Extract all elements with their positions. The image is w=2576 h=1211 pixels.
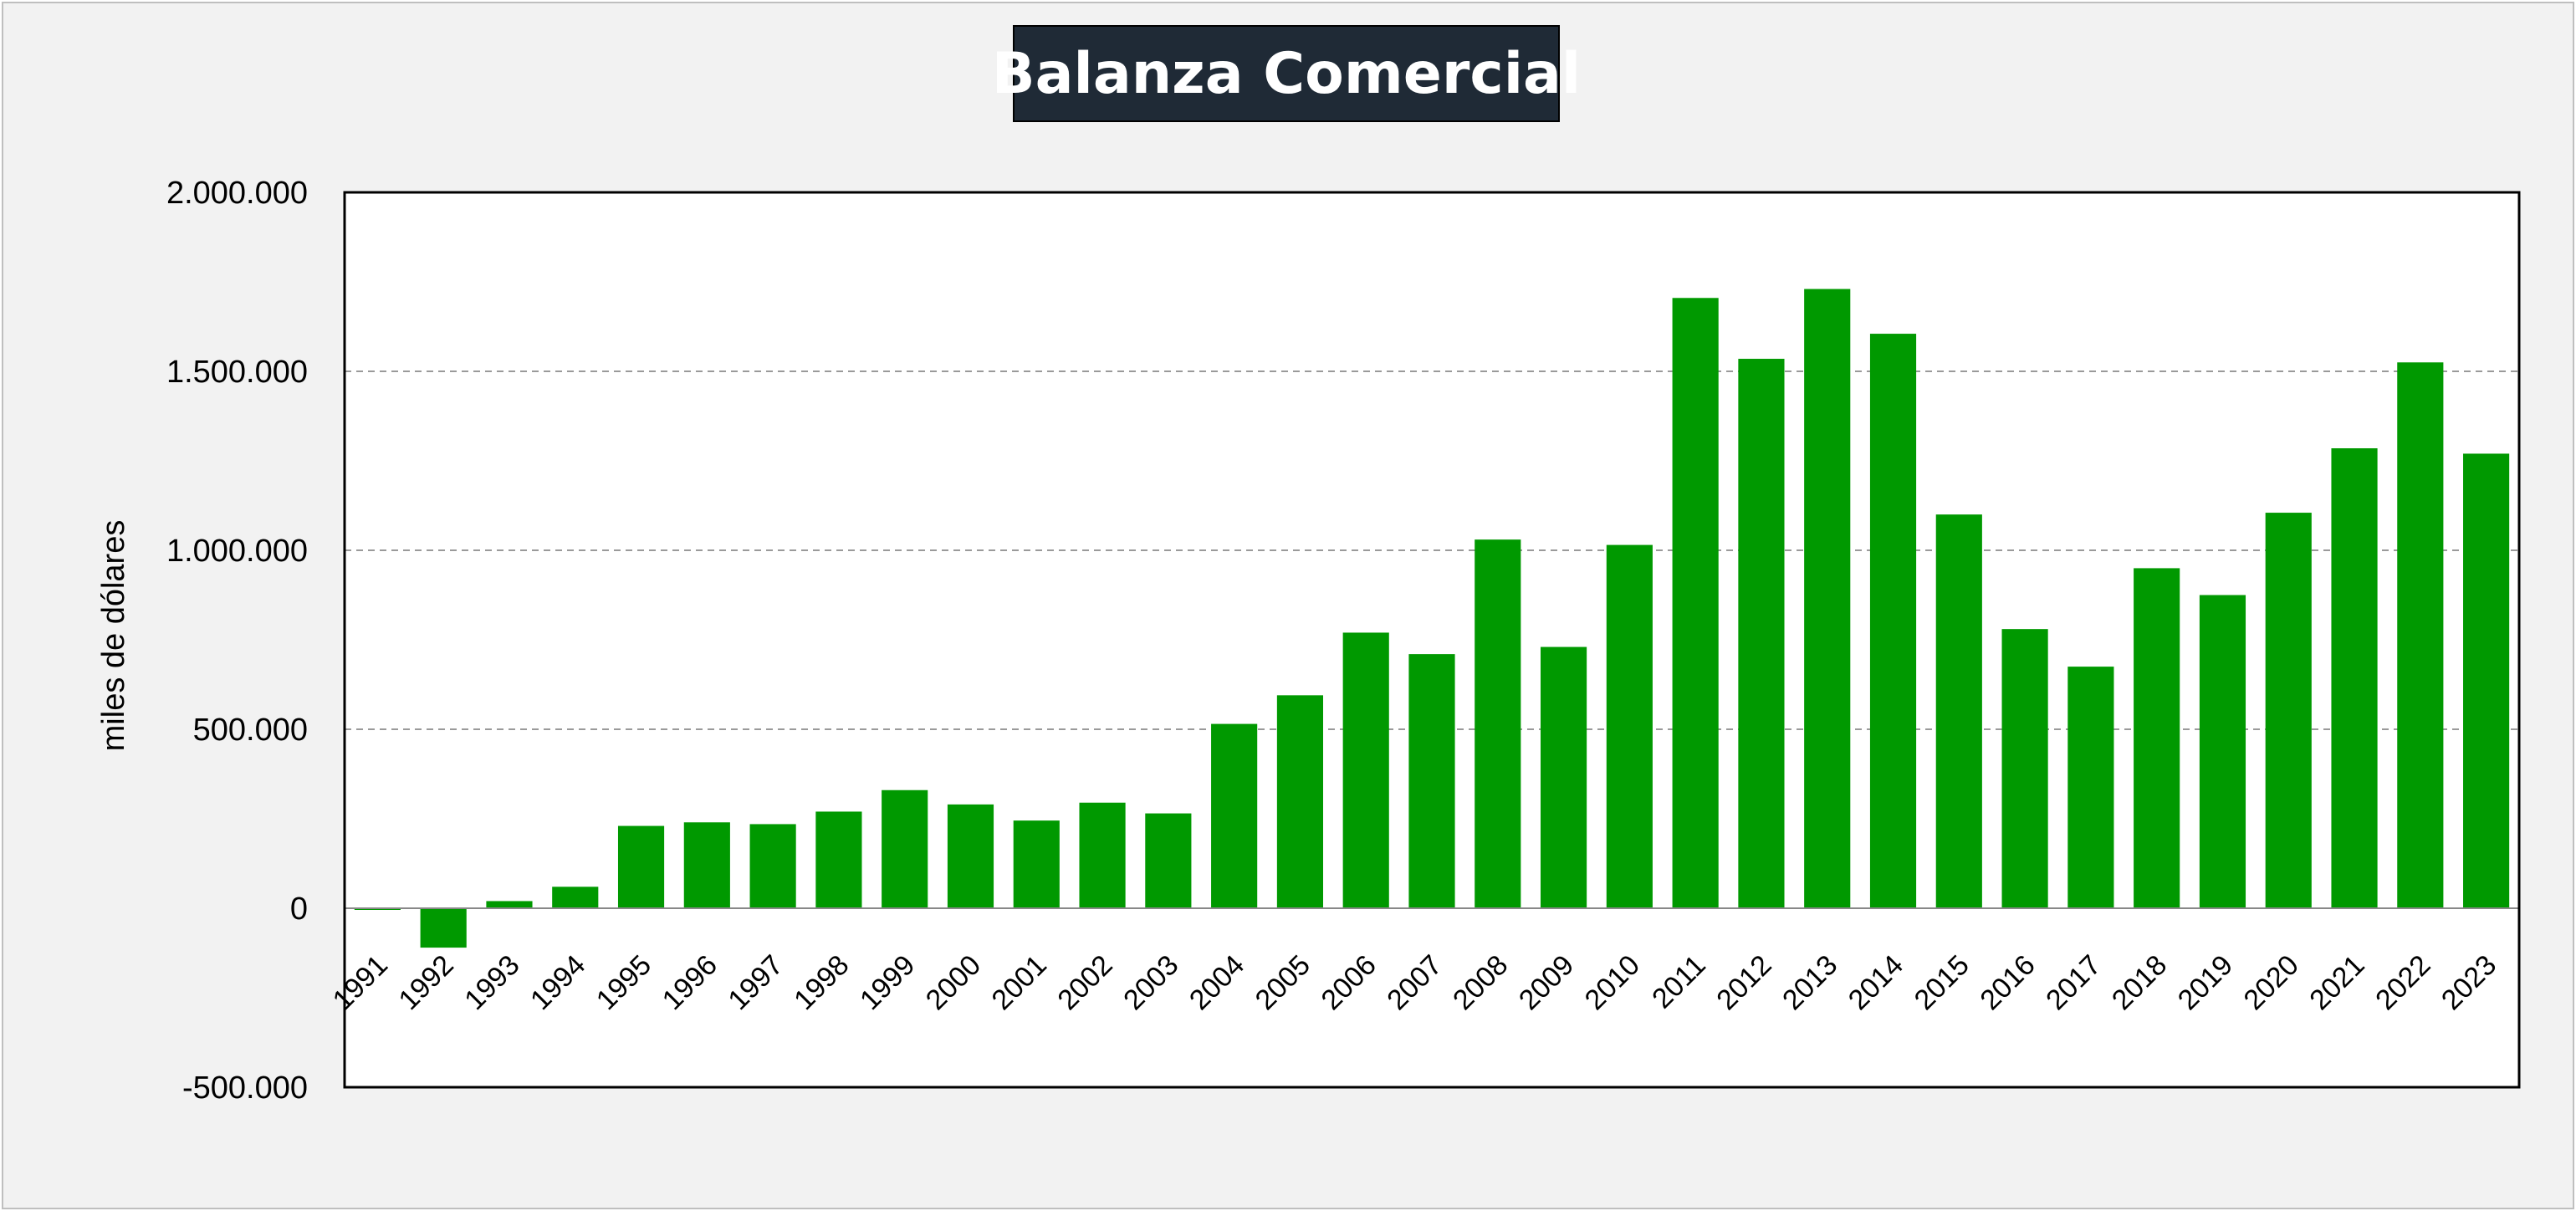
bar-2007 — [1408, 654, 1455, 908]
bars — [354, 289, 2510, 948]
bar-1992 — [420, 908, 467, 948]
y-tick-label: 1.000.000 — [166, 534, 308, 569]
bar-2015 — [1935, 514, 1982, 908]
bar-2010 — [1606, 544, 1653, 908]
y-tick-label: 1.500.000 — [166, 355, 308, 390]
plot-border — [343, 191, 2521, 1089]
bar-2004 — [1211, 723, 1258, 908]
y-tick-label: 500.000 — [193, 713, 308, 748]
bar-2017 — [2067, 667, 2114, 908]
bar-2005 — [1276, 695, 1323, 908]
bar-2014 — [1869, 334, 1917, 908]
bar-1997 — [749, 824, 796, 908]
bar-2022 — [2397, 362, 2444, 908]
bar-2016 — [2001, 629, 2048, 908]
bar-2023 — [2463, 453, 2510, 908]
bar-2000 — [947, 804, 994, 908]
bar-2012 — [1738, 359, 1785, 908]
bar-2020 — [2265, 513, 2312, 908]
y-axis-label: miles de dólares — [96, 520, 131, 752]
bar-2013 — [1804, 289, 1851, 908]
bar-2001 — [1013, 820, 1060, 908]
title-box: Balanza Comercial — [992, 25, 1581, 122]
y-tick-labels: -500.000 0 500.000 1.000.000 1.500.000 2.000.… — [166, 176, 308, 1106]
bar-2021 — [2331, 448, 2378, 908]
bar-2002 — [1079, 802, 1126, 908]
bar-1996 — [683, 822, 730, 908]
bar-2018 — [2134, 568, 2180, 908]
bar-1994 — [552, 887, 599, 908]
bar-2019 — [2199, 595, 2246, 908]
bar-2003 — [1145, 813, 1192, 908]
bar-2011 — [1672, 298, 1719, 908]
bar-2009 — [1541, 646, 1587, 908]
bar-1998 — [815, 811, 862, 908]
bar-2008 — [1475, 539, 1521, 908]
bar-1995 — [617, 825, 665, 908]
y-tick-label: 2.000.000 — [166, 176, 308, 211]
bar-2006 — [1342, 632, 1389, 908]
y-tick-label: -500.000 — [182, 1070, 308, 1106]
chart-title: Balanza Comercial — [991, 40, 1582, 107]
bar-1999 — [882, 789, 928, 908]
plot-area — [345, 192, 2519, 1087]
y-tick-label: 0 — [290, 892, 308, 927]
bar-1993 — [486, 901, 533, 908]
